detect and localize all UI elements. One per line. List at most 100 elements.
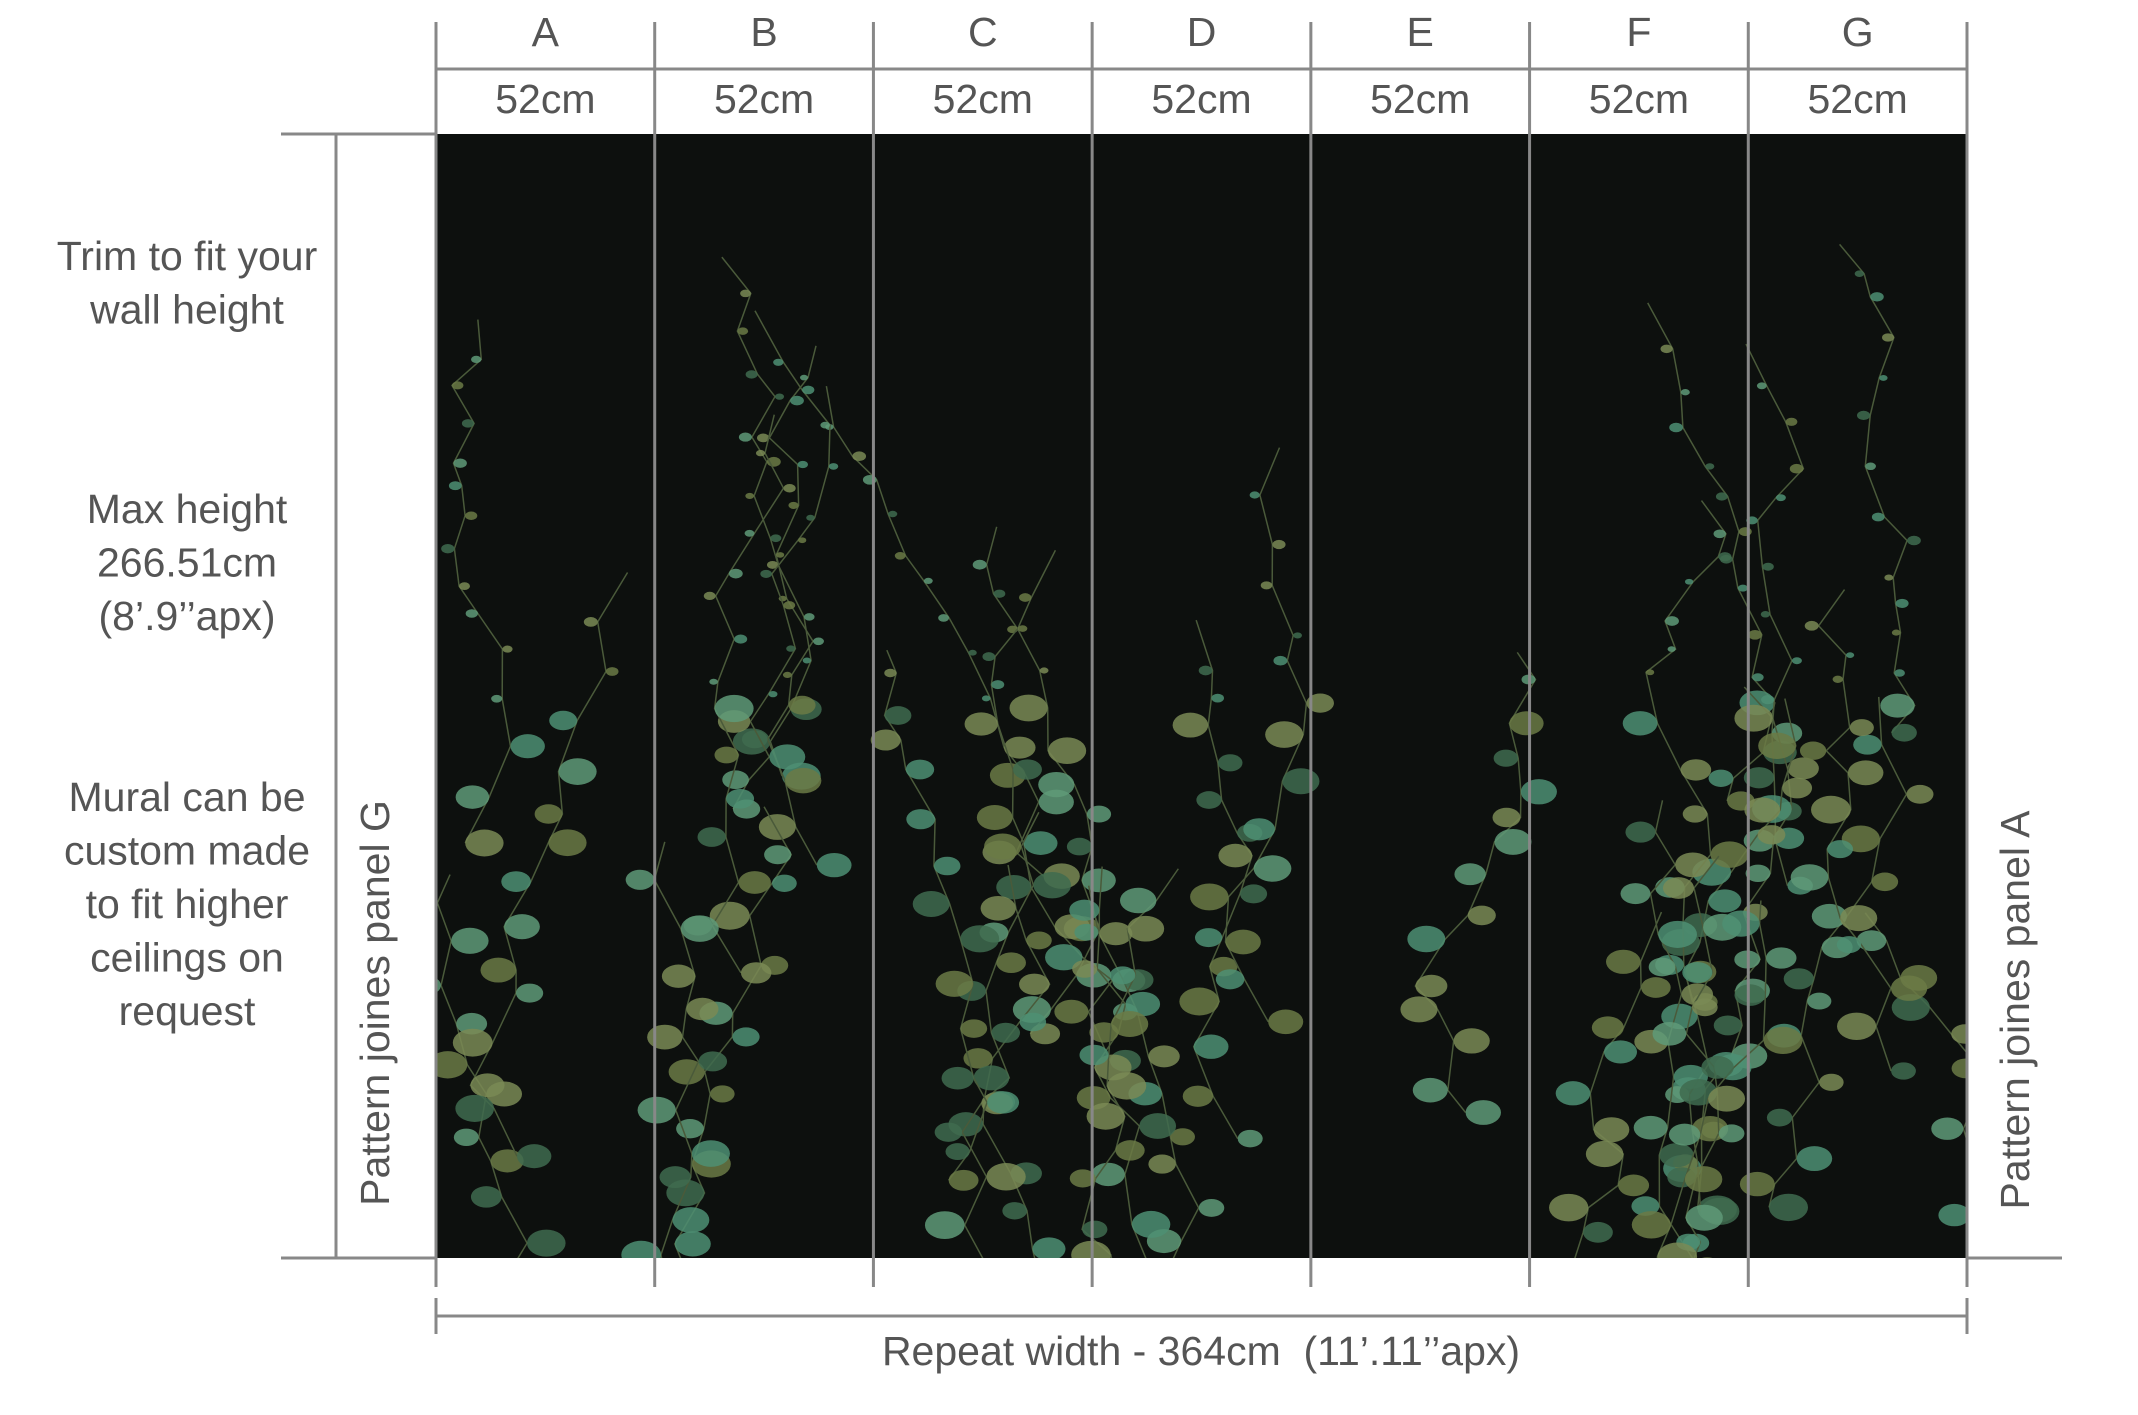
leaf bbox=[1086, 805, 1112, 823]
leaf bbox=[1682, 961, 1713, 984]
leaf bbox=[726, 789, 755, 809]
leaf bbox=[455, 785, 490, 809]
leaf bbox=[1856, 410, 1871, 421]
leaf bbox=[625, 1327, 662, 1353]
leaf bbox=[1891, 994, 1930, 1021]
vine-stem bbox=[990, 549, 1114, 1062]
leaf bbox=[1591, 1016, 1624, 1039]
leaf bbox=[1622, 711, 1658, 736]
leaf bbox=[738, 871, 771, 894]
leaf bbox=[510, 734, 545, 759]
leaf bbox=[790, 395, 804, 406]
vine-stem bbox=[1093, 866, 1147, 1258]
leaf bbox=[1879, 374, 1888, 381]
leaf bbox=[647, 1024, 683, 1050]
leaf bbox=[738, 432, 752, 442]
leaf bbox=[1641, 977, 1671, 998]
leaf bbox=[1804, 620, 1819, 631]
leaf bbox=[1906, 784, 1934, 804]
leaf bbox=[1179, 987, 1220, 1016]
leaf bbox=[1766, 1108, 1793, 1127]
leaf bbox=[1684, 578, 1694, 585]
leaf bbox=[1849, 719, 1874, 737]
leaf bbox=[1538, 1272, 1567, 1293]
leaf bbox=[625, 869, 655, 890]
leaf bbox=[1038, 771, 1075, 798]
note-line: ceilings on bbox=[90, 934, 284, 980]
leaf bbox=[465, 609, 478, 618]
leaf bbox=[1273, 655, 1288, 666]
leaf bbox=[714, 746, 739, 764]
note-line: request bbox=[119, 988, 256, 1034]
leaf bbox=[740, 289, 751, 298]
leaf bbox=[782, 671, 792, 679]
leaf bbox=[772, 874, 797, 892]
leaf bbox=[991, 680, 1005, 690]
leaf bbox=[993, 589, 1006, 598]
leaf bbox=[1240, 884, 1268, 904]
leaf bbox=[1659, 1143, 1694, 1168]
panel-label: E bbox=[1407, 9, 1434, 55]
leaf bbox=[1846, 652, 1855, 658]
leaf bbox=[1880, 693, 1915, 718]
leaf bbox=[1882, 333, 1894, 342]
leaf bbox=[1114, 1259, 1152, 1286]
note-line: Trim to fit your bbox=[57, 233, 317, 279]
leaf bbox=[1787, 757, 1819, 780]
leaf bbox=[697, 827, 726, 847]
vine-stem bbox=[1414, 651, 1537, 1113]
leaf bbox=[758, 814, 796, 840]
leaf bbox=[1652, 1021, 1687, 1046]
leaf bbox=[453, 458, 467, 468]
leaf bbox=[760, 569, 772, 578]
leaf bbox=[1907, 535, 1921, 546]
leaf bbox=[1069, 1169, 1096, 1188]
leaf bbox=[1193, 1034, 1229, 1059]
leaf bbox=[1243, 818, 1275, 841]
vine-stem bbox=[825, 385, 1044, 877]
leaf bbox=[1306, 693, 1334, 713]
leaf bbox=[1708, 889, 1742, 913]
panel-label: F bbox=[1626, 9, 1651, 55]
leaf bbox=[605, 667, 619, 676]
right-side-label: Pattern joines panel A bbox=[1992, 810, 2038, 1210]
leaf bbox=[806, 514, 815, 521]
leaf bbox=[1190, 883, 1229, 911]
leaf bbox=[1033, 872, 1072, 899]
leaf bbox=[740, 962, 772, 984]
leaf bbox=[669, 1289, 703, 1313]
leaf bbox=[1667, 646, 1676, 652]
leaf bbox=[1745, 864, 1771, 882]
leaf bbox=[1625, 821, 1656, 843]
leaf bbox=[1268, 1009, 1304, 1035]
leaf bbox=[1583, 1221, 1613, 1243]
leaf bbox=[501, 871, 531, 892]
leaf bbox=[1211, 693, 1224, 703]
leaf bbox=[563, 1401, 593, 1415]
leaf bbox=[1708, 1085, 1746, 1112]
leaf bbox=[659, 1166, 691, 1189]
leaf bbox=[764, 845, 792, 865]
leaf bbox=[1148, 1045, 1180, 1068]
leaf bbox=[1237, 1129, 1263, 1148]
leaf bbox=[1701, 1056, 1734, 1079]
vine-stem bbox=[985, 526, 1101, 1035]
leaf bbox=[1895, 598, 1909, 608]
leaf bbox=[770, 534, 782, 543]
leaf bbox=[637, 1096, 676, 1124]
leaf bbox=[968, 649, 977, 656]
leaf bbox=[1657, 1242, 1698, 1258]
leaf bbox=[973, 1065, 1010, 1091]
panel-width: 52cm bbox=[1808, 76, 1908, 122]
leaf bbox=[652, 1362, 679, 1381]
leaf bbox=[1147, 1290, 1183, 1315]
leaf bbox=[1198, 1198, 1225, 1217]
leaf bbox=[470, 1073, 505, 1098]
leaf bbox=[1718, 552, 1732, 562]
leaf bbox=[686, 997, 719, 1021]
leaf bbox=[982, 652, 996, 662]
leaf bbox=[1785, 417, 1798, 426]
leaf bbox=[1013, 759, 1042, 780]
leaf bbox=[923, 577, 933, 584]
leaf bbox=[1099, 922, 1133, 946]
